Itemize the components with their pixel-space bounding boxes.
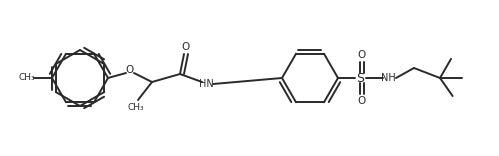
- Text: O: O: [126, 65, 134, 75]
- Text: CH₃: CH₃: [18, 73, 35, 83]
- Text: O: O: [358, 50, 366, 60]
- Text: O: O: [182, 42, 190, 52]
- Text: HN: HN: [199, 79, 214, 89]
- Text: CH₃: CH₃: [128, 102, 144, 112]
- Text: S: S: [356, 71, 364, 85]
- Text: NH: NH: [381, 73, 395, 83]
- Text: O: O: [358, 96, 366, 106]
